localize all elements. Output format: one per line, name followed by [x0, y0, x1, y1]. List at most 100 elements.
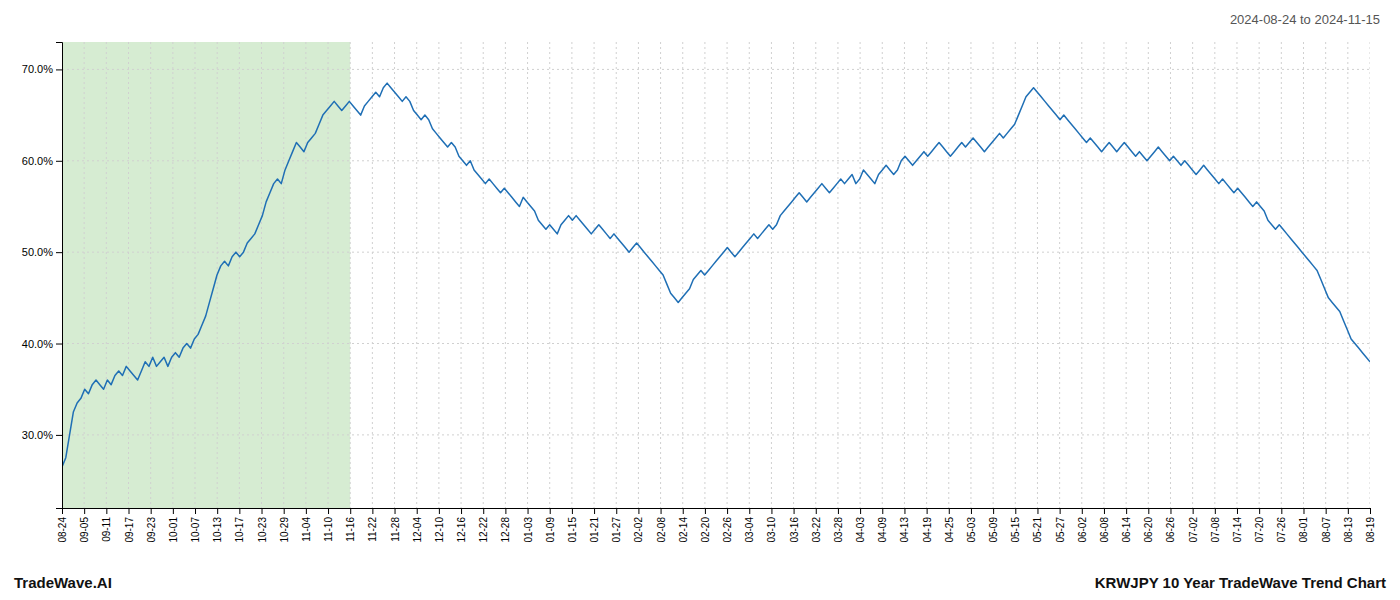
tick-label: 12-22	[478, 517, 489, 543]
grid-line	[594, 42, 595, 508]
tick-mark	[1104, 508, 1105, 514]
tick: 11-22	[367, 508, 378, 542]
tick: 05-09	[988, 508, 999, 543]
tick-label: 10-13	[212, 517, 223, 543]
grid-line	[882, 42, 883, 508]
tick-label: 08-07	[1321, 517, 1332, 543]
tick: 08-07	[1321, 508, 1332, 543]
tick-mark	[56, 161, 62, 162]
grid-line	[1214, 42, 1215, 508]
tick-mark	[1370, 508, 1371, 514]
tick-mark	[572, 508, 573, 514]
tick-label: 10-29	[279, 517, 290, 543]
tick: 01-21	[589, 508, 600, 543]
tick-mark	[882, 508, 883, 514]
tick: 01-27	[611, 508, 622, 543]
tick-label: 12-16	[456, 517, 467, 543]
grid-line	[195, 42, 196, 508]
tick-mark	[328, 508, 329, 514]
grid-line	[1236, 42, 1237, 508]
grid-line	[948, 42, 949, 508]
tick-mark	[173, 508, 174, 514]
subtitle: 2024-08-24 to 2024-11-15	[1230, 12, 1380, 27]
tick-mark	[129, 508, 130, 514]
tick: 08-13	[1343, 508, 1354, 543]
tick-label: 05-03	[966, 517, 977, 543]
tick: 03-04	[744, 508, 755, 543]
grid-line	[62, 69, 1370, 70]
tick-mark	[1060, 508, 1061, 514]
tick-mark	[1193, 508, 1194, 514]
tick-mark	[56, 344, 62, 345]
tick-label: 07-02	[1188, 517, 1199, 543]
tick-label: 07-26	[1276, 517, 1287, 543]
grid-line	[837, 42, 838, 508]
tick: 07-08	[1210, 508, 1221, 543]
tick: 03-16	[789, 508, 800, 543]
grid-line	[749, 42, 750, 508]
tick-mark	[683, 508, 684, 514]
tick-mark	[1348, 508, 1349, 514]
tick-label: 01-15	[567, 517, 578, 543]
tick-label: 12-28	[500, 517, 511, 543]
tick-mark	[151, 508, 152, 514]
tick-label: 01-21	[589, 517, 600, 543]
tick: 04-09	[877, 508, 888, 543]
tick: 02-02	[633, 508, 644, 543]
grid-line	[261, 42, 262, 508]
tick-label: 08-01	[1298, 517, 1309, 543]
tick-mark	[550, 508, 551, 514]
grid-line	[172, 42, 173, 508]
tick-mark	[56, 435, 62, 436]
tick-label: 04-19	[922, 517, 933, 543]
tick-mark	[239, 508, 240, 514]
tick-label: 11-04	[301, 517, 312, 542]
tick: 70.0%	[22, 63, 62, 75]
tick-mark	[528, 508, 529, 514]
chart: 08-2409-0509-1109-1709-2310-0110-0710-13…	[0, 0, 1400, 600]
tick-label: 10-17	[234, 517, 245, 543]
grid-line	[549, 42, 550, 508]
tick: 09-05	[79, 508, 90, 543]
grid-line	[328, 42, 329, 508]
tick: 01-03	[523, 508, 534, 543]
tick-mark	[816, 508, 817, 514]
tick: 10-17	[234, 508, 245, 543]
tick: 10-23	[257, 508, 268, 543]
tick-label: 10-23	[257, 517, 268, 543]
tick-mark	[860, 508, 861, 514]
grid-line	[815, 42, 816, 508]
tick-label: 11-22	[367, 517, 378, 542]
grid-line	[1325, 42, 1326, 508]
tick-mark	[1148, 508, 1149, 514]
tick-mark	[1259, 508, 1260, 514]
tick-mark	[771, 508, 772, 514]
tick-mark	[439, 508, 440, 514]
grid-line	[416, 42, 417, 508]
tick-label: 05-09	[988, 517, 999, 543]
tick-label: 06-14	[1121, 517, 1132, 543]
tick-mark	[1215, 508, 1216, 514]
tick-mark	[1015, 508, 1016, 514]
tick-mark	[417, 508, 418, 514]
tick-label: 10-07	[190, 517, 201, 543]
tick-label: 50.0%	[22, 246, 53, 258]
grid-line	[1259, 42, 1260, 508]
tick: 30.0%	[22, 429, 62, 441]
tick: 05-03	[966, 508, 977, 543]
tick: 07-14	[1232, 508, 1243, 543]
tick: 12-04	[412, 508, 423, 543]
grid-line	[638, 42, 639, 508]
grid-line	[1059, 42, 1060, 508]
tick-mark	[306, 508, 307, 514]
tick-mark	[661, 508, 662, 514]
tick: 07-26	[1276, 508, 1287, 543]
tick: 11-16	[345, 508, 356, 542]
y-axis: 30.0%40.0%50.0%60.0%70.0%	[22, 43, 63, 509]
grid-line	[1370, 42, 1371, 508]
tick-mark	[993, 508, 994, 514]
tick-label: 02-14	[678, 517, 689, 543]
tick-label: 08-19	[1365, 517, 1376, 543]
tick: 10-07	[190, 508, 201, 543]
grid-line	[1126, 42, 1127, 508]
